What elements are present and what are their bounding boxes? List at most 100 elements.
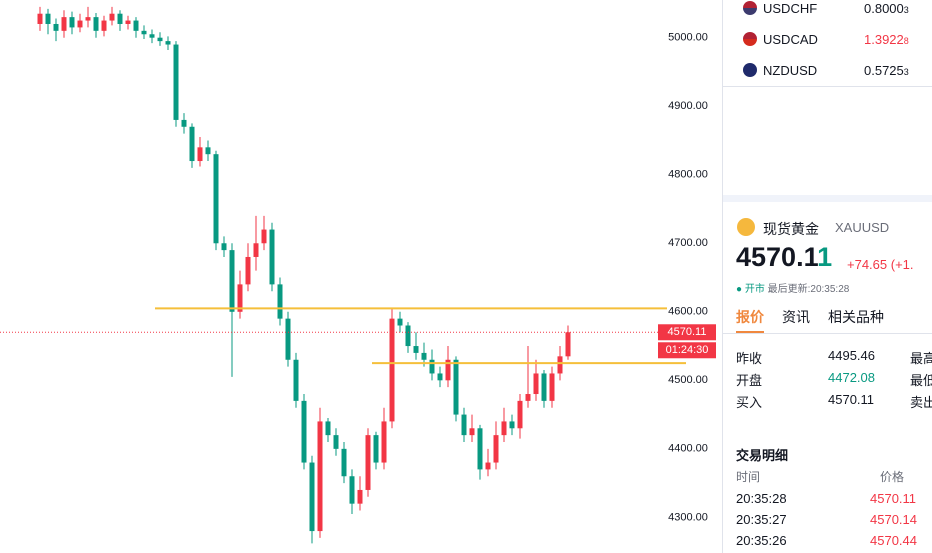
candle-body	[269, 229, 275, 285]
candle-body	[445, 359, 451, 381]
candle-body	[53, 23, 59, 31]
candle-body	[525, 394, 531, 401]
trade-time: 20:35:26	[736, 533, 787, 548]
candle-body	[253, 243, 259, 257]
flag	[743, 1, 757, 15]
candle-body	[293, 359, 299, 401]
change-pct: (+1.	[890, 257, 914, 272]
candle-body	[389, 318, 395, 422]
candle-body	[333, 435, 339, 449]
candle-body	[173, 44, 179, 120]
status: ● 开市 最后更新:20:35:28	[736, 280, 849, 295]
candle-body	[549, 373, 555, 401]
candle-body	[421, 352, 427, 360]
y-tick-label: 4300.00	[668, 511, 708, 523]
trade-price: 4570.14	[870, 512, 917, 527]
candle-body	[213, 154, 219, 244]
candle-body	[93, 17, 99, 31]
candle-body	[181, 119, 187, 127]
status-dot: ●	[736, 284, 743, 295]
countdown-box	[658, 342, 716, 359]
candle-body	[245, 256, 251, 285]
price-tail: 3	[903, 5, 909, 15]
candle-body	[557, 356, 563, 374]
candle-body	[69, 17, 75, 28]
y-tick-label: 4500.00	[668, 374, 708, 386]
candle-body	[565, 332, 571, 357]
row-label: 昨收	[736, 351, 763, 366]
tab[interactable]: 相关品种	[828, 309, 884, 325]
candle-body	[413, 346, 419, 353]
candle-body	[509, 421, 515, 429]
price-tail: 8	[903, 36, 909, 46]
price: 0.8000	[864, 1, 904, 16]
quote-price-tail: 1	[817, 242, 833, 272]
price: 0.80003	[864, 1, 909, 16]
candle-body	[285, 318, 291, 360]
trades-header: 价格	[880, 470, 905, 484]
candle-body	[477, 428, 483, 470]
candle-body	[373, 435, 379, 463]
row-label: 买入	[736, 395, 763, 410]
candle-body	[301, 400, 307, 463]
candle-body	[189, 126, 195, 162]
candle-body	[325, 421, 331, 436]
tab[interactable]: 资讯	[782, 309, 810, 325]
candle-body	[125, 20, 131, 24]
candle-body	[541, 373, 547, 401]
candle-body	[381, 421, 387, 463]
trade-time: 20:35:28	[736, 491, 787, 506]
candle-body	[453, 359, 459, 415]
candle-body	[493, 435, 499, 463]
y-tick-label: 4700.00	[668, 237, 708, 249]
candle-body	[157, 37, 163, 42]
quote-symbol: XAUUSD	[835, 220, 890, 235]
y-tick-label: 4800.00	[668, 169, 708, 181]
side-panel: USDCHF 0.80003 USDCAD 1.39228 NZDUSD 0.5…	[722, 0, 932, 553]
quote-price: 4570.1	[736, 242, 818, 272]
candle-body	[429, 359, 435, 374]
trade-price: 4570.11	[870, 491, 917, 506]
y-tick-label: 4400.00	[668, 443, 708, 455]
trades-header: 时间	[736, 470, 761, 484]
change: +74.65	[847, 257, 888, 272]
candle-body	[149, 34, 155, 38]
quote-change: +74.65 (+1.	[847, 257, 914, 272]
candle-body	[85, 17, 91, 21]
candle-body	[109, 13, 115, 21]
row-label: 最高	[910, 351, 932, 366]
y-tick-label: 4900.00	[668, 100, 708, 112]
price-box	[658, 324, 716, 341]
candle-body	[533, 373, 539, 395]
symbol[interactable]: NZDUSD	[763, 63, 818, 78]
price-label: 4570.11	[668, 326, 707, 338]
candle-body	[101, 20, 107, 31]
watchlist	[723, 0, 932, 87]
candle-body	[469, 428, 475, 436]
candle-body	[397, 318, 403, 326]
candle-body	[261, 229, 267, 244]
candle-body	[229, 250, 235, 312]
candle-body	[117, 13, 123, 24]
row-value: 4472.08	[828, 370, 875, 385]
flag	[743, 32, 757, 46]
candle-body	[61, 17, 67, 31]
symbol[interactable]: USDCAD	[763, 32, 818, 47]
row-value: 4495.46	[828, 348, 875, 363]
candle-body	[461, 414, 467, 436]
price: 0.57253	[864, 63, 909, 78]
candle-body	[405, 325, 411, 347]
candle-body	[37, 13, 43, 24]
price: 1.3922	[864, 32, 904, 47]
candle-body	[357, 489, 363, 504]
divider	[723, 195, 932, 202]
symbol[interactable]: USDCHF	[763, 1, 818, 16]
separator	[723, 333, 932, 334]
candle-body	[165, 41, 171, 45]
candle-body	[501, 421, 507, 436]
candle-body	[141, 30, 147, 35]
candle-body	[277, 284, 283, 319]
candle-body	[237, 284, 243, 312]
candle-body	[517, 400, 523, 429]
tab[interactable]: 报价	[736, 307, 764, 333]
